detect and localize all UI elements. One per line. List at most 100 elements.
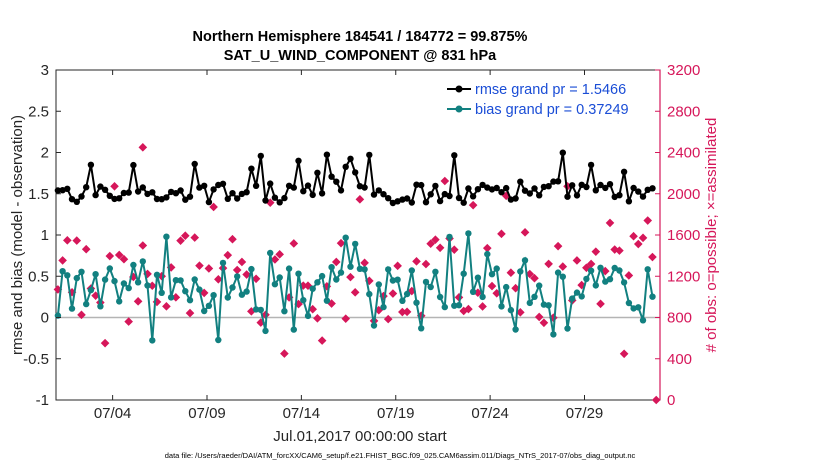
obs-count-marker <box>605 218 615 228</box>
y-tick-label: 0 <box>41 310 49 327</box>
obs-count-marker <box>449 245 459 254</box>
rmse-point <box>337 187 345 194</box>
rmse-point <box>361 184 368 191</box>
rmse-point <box>635 188 642 195</box>
obs-count-marker <box>482 243 492 253</box>
bias-point <box>68 305 76 312</box>
obs-count-marker <box>388 289 398 298</box>
legend-rmse-label: rmse grand pr = 1.5466 <box>475 82 626 98</box>
bias-point <box>370 322 378 329</box>
rmse-point <box>201 182 208 189</box>
bias-point <box>337 269 345 276</box>
y2-tick-label: 0 <box>667 392 675 409</box>
x-tick-label: 07/24 <box>471 405 509 422</box>
bias-point <box>252 306 260 313</box>
bias-point <box>271 281 279 288</box>
bias-point <box>531 293 538 300</box>
rmse-point <box>370 191 378 198</box>
data-file-footer: data file: /Users/raeder/DAI/ATM_forcXX/… <box>165 451 636 460</box>
bias-point <box>639 317 647 324</box>
rmse-point <box>300 188 307 195</box>
bias-point <box>215 336 222 344</box>
bias-point <box>597 264 604 271</box>
bias-point <box>503 283 510 291</box>
rmse-point <box>465 185 472 192</box>
obs-count-marker <box>346 272 355 282</box>
rmse-point <box>583 183 590 191</box>
legend-rmse-marker <box>455 85 463 93</box>
bias-point <box>620 279 628 286</box>
obs-count-marker <box>270 255 280 264</box>
bias-point <box>149 337 156 344</box>
obs-count-marker <box>228 234 237 244</box>
rmse-point <box>167 188 175 196</box>
obs-count-marker <box>204 264 214 273</box>
bias-point <box>578 293 585 300</box>
obs-count-marker <box>464 304 473 314</box>
obs-count-marker <box>223 250 233 260</box>
bias-point <box>281 308 288 315</box>
bias-point <box>158 289 165 296</box>
rmse-point <box>68 196 76 203</box>
bias-point <box>276 274 283 281</box>
rmse-point <box>366 151 373 159</box>
rmse-point <box>352 169 359 176</box>
bias-point <box>267 249 274 257</box>
bias-point <box>385 266 392 273</box>
obs-count-marker <box>124 317 133 326</box>
rmse-point <box>602 184 609 192</box>
bias-series <box>54 230 656 344</box>
bias-point <box>205 302 213 309</box>
bias-point <box>134 279 142 286</box>
obs-count-marker <box>440 176 450 186</box>
rmse-point <box>196 184 203 191</box>
bias-point <box>238 291 246 298</box>
bias-point <box>592 282 599 289</box>
rmse-point <box>380 191 387 198</box>
obs-count-marker <box>138 241 148 250</box>
obs-count-marker <box>199 288 209 298</box>
bias-point <box>479 293 486 301</box>
rmse-point <box>413 181 420 188</box>
obs-count-marker <box>209 202 218 212</box>
rmse-point <box>587 161 595 169</box>
bias-point <box>649 293 656 300</box>
bias-point <box>333 276 340 283</box>
bias-point <box>540 301 548 308</box>
bias-point <box>611 264 618 272</box>
rmse-point <box>101 186 109 193</box>
rmse-point <box>649 185 656 192</box>
bias-point <box>125 284 132 292</box>
rmse-point <box>134 188 142 195</box>
x-axis: 07/04 07/09 07/14 07/19 07/24 07/29 <box>94 70 603 422</box>
rmse-point <box>451 152 458 159</box>
obs-count-marker <box>638 233 648 243</box>
obs-count-marker <box>600 266 610 276</box>
bias-point <box>460 270 467 277</box>
rmse-point <box>493 184 500 192</box>
rmse-point <box>531 185 538 192</box>
rmse-point <box>521 187 529 194</box>
bias-point <box>97 303 104 310</box>
rmse-point <box>116 195 123 202</box>
rmse-point <box>323 151 331 158</box>
rmse-point <box>149 189 156 196</box>
bias-point <box>106 265 114 272</box>
rmse-point <box>87 161 95 168</box>
rmse-point <box>597 181 604 189</box>
rmse-point <box>78 193 85 200</box>
bias-point <box>446 233 453 241</box>
rmse-point <box>262 197 269 204</box>
bias-point <box>234 273 241 280</box>
rmse-point <box>120 189 128 197</box>
chart-subtitle: SAT_U_WIND_COMPONENT @ 831 hPa <box>224 48 497 64</box>
obs-count-marker <box>133 297 143 306</box>
bias-point <box>564 325 571 332</box>
obs-count-marker <box>530 273 539 283</box>
obs-count-marker <box>360 258 369 268</box>
rmse-point <box>252 182 260 189</box>
rmse-point <box>304 182 312 189</box>
obs-count-marker <box>383 314 393 324</box>
x-tick-label: 07/04 <box>94 405 132 422</box>
